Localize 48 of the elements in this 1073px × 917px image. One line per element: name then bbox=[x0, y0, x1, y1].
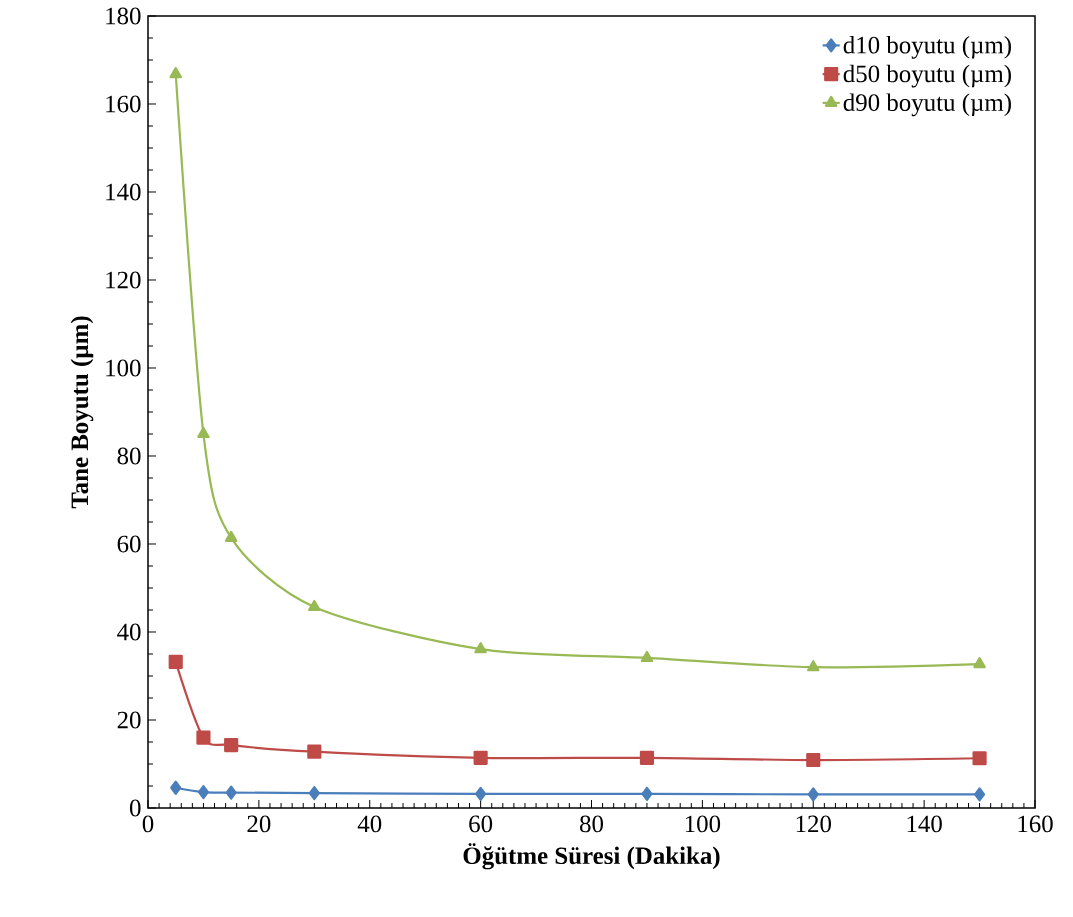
y-axis-title: Tane Boyutu (µm) bbox=[70, 316, 94, 509]
y-tick-label: 0 bbox=[129, 799, 141, 817]
point bbox=[972, 751, 987, 766]
point bbox=[224, 530, 238, 542]
y-tick-label: 100 bbox=[106, 359, 141, 377]
y-tick-label: 20 bbox=[117, 711, 141, 729]
x-axis-title: Öğütme Süresi (Dakika) bbox=[463, 843, 720, 870]
point bbox=[639, 750, 655, 765]
x-tick-label: 60 bbox=[469, 815, 493, 833]
point bbox=[197, 426, 210, 439]
point bbox=[475, 786, 487, 801]
x-tick-label: 160 bbox=[1018, 815, 1053, 833]
point bbox=[807, 787, 819, 802]
point bbox=[169, 66, 182, 79]
y-tick-label: 180 bbox=[106, 7, 141, 25]
point bbox=[197, 785, 210, 800]
x-tick-label: 120 bbox=[796, 815, 831, 833]
x-tick-label: 0 bbox=[142, 815, 154, 833]
point bbox=[308, 785, 320, 801]
point bbox=[224, 738, 239, 753]
y-tick-label: 40 bbox=[117, 623, 141, 641]
y-tick-label: 60 bbox=[117, 535, 141, 553]
x-tick-label: 40 bbox=[357, 815, 382, 833]
point bbox=[973, 787, 986, 802]
y-tick-label: 160 bbox=[106, 95, 141, 113]
legend-label: d10 boyutu (µm) bbox=[843, 36, 1011, 59]
y-tick-label: 140 bbox=[106, 183, 141, 201]
legend-label: d90 boyutu (µm) bbox=[843, 93, 1011, 117]
x-tick-label: 80 bbox=[580, 815, 604, 833]
x-tick-label: 140 bbox=[907, 815, 942, 833]
point bbox=[973, 657, 986, 669]
legend-label: d50 boyutu (µm) bbox=[843, 64, 1011, 88]
y-tick-label: 80 bbox=[117, 447, 141, 465]
point bbox=[640, 650, 654, 663]
point bbox=[473, 750, 488, 765]
point bbox=[806, 752, 821, 768]
point bbox=[196, 730, 211, 745]
point bbox=[806, 660, 820, 672]
point bbox=[641, 786, 653, 801]
point bbox=[308, 599, 321, 612]
point bbox=[168, 654, 183, 669]
point bbox=[170, 780, 182, 795]
x-tick-label: 20 bbox=[247, 815, 271, 833]
point bbox=[474, 642, 487, 654]
point bbox=[307, 744, 322, 759]
y-tick-label: 120 bbox=[106, 271, 141, 289]
x-tick-label: 100 bbox=[685, 815, 721, 833]
point bbox=[225, 785, 237, 800]
